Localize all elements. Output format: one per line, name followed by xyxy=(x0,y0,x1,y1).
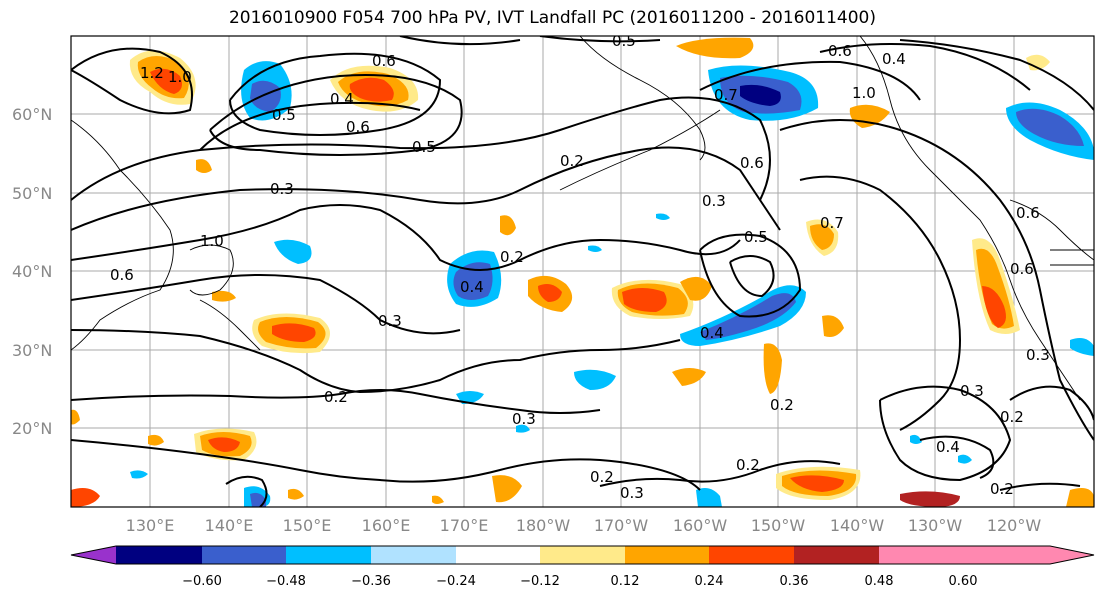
colorbar-segment xyxy=(371,546,456,564)
colorbar-segment xyxy=(794,546,879,564)
lon-label: 180°W xyxy=(516,516,571,535)
contour-label: 0.2 xyxy=(560,152,584,170)
coastlines xyxy=(71,36,1094,401)
lat-label: 40°N xyxy=(12,262,52,281)
colorbar-tick-label: −0.48 xyxy=(266,574,306,589)
contour-label: 0.2 xyxy=(736,456,760,474)
colorbar-tick-label: 0.12 xyxy=(611,574,640,589)
colorbar-segment xyxy=(202,546,286,564)
colorbar-tick-label: −0.36 xyxy=(351,574,391,589)
contour-label: 0.2 xyxy=(990,480,1014,498)
lon-label: 130°E xyxy=(126,516,175,535)
contour-label: 0.6 xyxy=(1010,260,1034,278)
colorbar-tick-label: 0.36 xyxy=(780,574,809,589)
colorbar-segment xyxy=(456,546,540,564)
pv-contours xyxy=(71,36,1094,507)
colorbar-extend-left xyxy=(71,546,116,564)
map-title: 2016010900 F054 700 hPa PV, IVT Landfall… xyxy=(228,8,876,28)
map-field: 1.0 1.2 0.6 0.6 0.5 0.4 0.5 0.3 0.2 1.0 … xyxy=(71,32,1094,507)
lon-label: 160°W xyxy=(673,516,728,535)
contour-label: 0.5 xyxy=(744,228,768,246)
contour-label: 0.3 xyxy=(702,192,726,210)
contour-label: 0.2 xyxy=(324,388,348,406)
lon-label: 120°W xyxy=(987,516,1042,535)
contour-label: 0.3 xyxy=(1026,346,1050,364)
contour-label: 1.0 xyxy=(168,68,192,86)
contour-label: 0.3 xyxy=(378,312,402,330)
contour-label: 0.2 xyxy=(770,396,794,414)
gridlines xyxy=(71,36,1094,507)
contour-label: 0.4 xyxy=(936,438,960,456)
lon-label: 170°E xyxy=(440,516,489,535)
colorbar-segment xyxy=(879,546,963,564)
lat-label: 50°N xyxy=(12,184,52,203)
contour-label: 0.7 xyxy=(820,214,844,232)
contour-label: 0.6 xyxy=(110,266,134,284)
lat-label: 60°N xyxy=(12,105,52,124)
lon-label: 140°E xyxy=(205,516,254,535)
colorbar-extend-right xyxy=(963,546,1094,564)
colorbar-tick-label: −0.24 xyxy=(436,574,476,589)
colorbar-segment xyxy=(540,546,625,564)
colorbar-segment xyxy=(625,546,709,564)
lon-label: 150°E xyxy=(283,516,332,535)
contour-label: 0.6 xyxy=(828,42,852,60)
contour-label: 1.2 xyxy=(140,64,164,82)
colorbar-tick-label: 0.48 xyxy=(865,574,894,589)
contour-label: 0.6 xyxy=(372,52,396,70)
contour-label: 0.3 xyxy=(270,180,294,198)
colorbar-segment xyxy=(286,546,371,564)
lon-label: 140°W xyxy=(830,516,885,535)
colorbar-tick-label: −0.60 xyxy=(182,574,222,589)
contour-label: 0.2 xyxy=(500,248,524,266)
contour-label: 0.6 xyxy=(740,154,764,172)
contour-label: 0.6 xyxy=(1016,204,1040,222)
contour-label: 0.3 xyxy=(620,484,644,502)
contour-label: 0.6 xyxy=(346,118,370,136)
lon-label: 160°E xyxy=(362,516,411,535)
contour-label: 0.4 xyxy=(460,278,484,296)
colorbar: −0.60 −0.48 −0.36 −0.24 −0.12 0.12 0.24 … xyxy=(70,545,1095,589)
contour-label: 0.4 xyxy=(330,90,354,108)
contour-label: 0.5 xyxy=(612,32,636,50)
lon-label: 150°W xyxy=(751,516,806,535)
lon-label: 130°W xyxy=(908,516,963,535)
map-frame xyxy=(70,35,1095,508)
contour-label: 0.4 xyxy=(882,50,906,68)
colorbar-segment xyxy=(709,546,794,564)
contour-label: 0.2 xyxy=(1000,408,1024,426)
contour-label: 0.3 xyxy=(512,410,536,428)
lon-label: 170°W xyxy=(594,516,649,535)
colorbar-segment xyxy=(116,546,202,564)
colorbar-tick-label: −0.12 xyxy=(520,574,560,589)
positive-anomalies xyxy=(71,37,1094,507)
contour-label: 0.2 xyxy=(590,468,614,486)
colorbar-tick-label: 0.24 xyxy=(695,574,724,589)
contour-label: 0.5 xyxy=(272,106,296,124)
longitude-labels: 130°E 140°E 150°E 160°E 170°E 180°W 170°… xyxy=(126,516,1042,535)
contour-label: 0.4 xyxy=(700,324,724,342)
contour-label: 1.0 xyxy=(852,84,876,102)
contour-label: 0.5 xyxy=(412,138,436,156)
contour-label: 1.0 xyxy=(200,232,224,250)
contour-label: 0.7 xyxy=(714,86,738,104)
colorbar-tick-label: 0.60 xyxy=(949,574,978,589)
latitude-labels: 60°N 50°N 40°N 30°N 20°N xyxy=(12,105,52,438)
contour-labels: 1.0 1.2 0.6 0.6 0.5 0.4 0.5 0.3 0.2 1.0 … xyxy=(110,32,1050,502)
lat-label: 20°N xyxy=(12,419,52,438)
contour-label: 0.3 xyxy=(960,382,984,400)
lat-label: 30°N xyxy=(12,341,52,360)
